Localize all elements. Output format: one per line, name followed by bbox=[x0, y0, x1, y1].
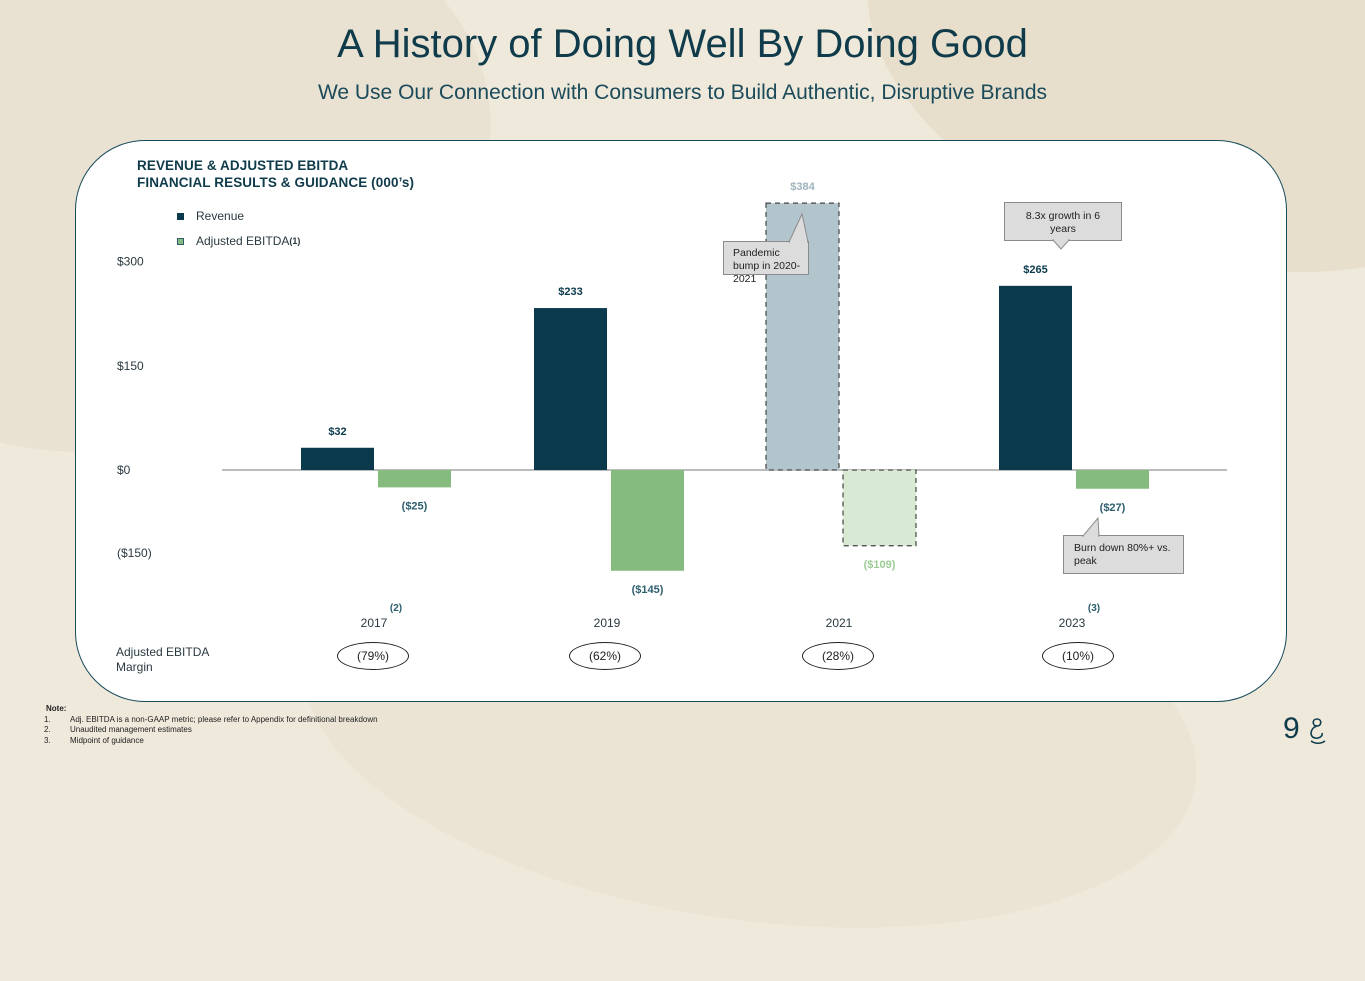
ebitda-bar-2023 bbox=[1076, 470, 1149, 489]
revenue-value-label-2017: $32 bbox=[328, 426, 346, 438]
revenue-bar-2019 bbox=[534, 308, 607, 470]
callout-pandemic: Pandemic bump in 2020-2021 bbox=[723, 241, 809, 285]
y-tick-label: $0 bbox=[117, 463, 131, 477]
margin-pill-2019: (62%) bbox=[569, 642, 641, 670]
y-tick-label: ($150) bbox=[117, 546, 152, 560]
ebitda-value-label-2017: ($25) bbox=[402, 500, 428, 512]
revenue-value-label-2021: $384 bbox=[790, 181, 815, 193]
chart-heading-line2: FINANCIAL RESULTS & GUIDANCE (000’s) bbox=[137, 175, 415, 190]
margin-pill-2021: (28%) bbox=[802, 642, 874, 670]
chart-heading: REVENUE & ADJUSTED EBITDA FINANCIAL RESU… bbox=[137, 157, 414, 191]
bar-chart: $300 $150 $0 ($150) $32 ($25) 2017(2) $233 ($145… bbox=[117, 181, 1227, 630]
revenue-bar-2023 bbox=[999, 285, 1072, 470]
x-category-label-2023: 2023 bbox=[1059, 616, 1086, 630]
x-category-label-2017: 2017 bbox=[361, 616, 388, 630]
callout-burn-text: Burn down 80%+ vs. peak bbox=[1074, 542, 1171, 567]
callout-burn: Burn down 80%+ vs. peak bbox=[1063, 535, 1184, 574]
footnotes: Note: 1. Adj. EBITDA is a non-GAAP metric… bbox=[44, 704, 378, 746]
x-category-footnote-2017: (2) bbox=[390, 603, 402, 614]
legend-ebitda-label: Adjusted EBITDA bbox=[196, 234, 290, 248]
callout-pandemic-text: Pandemic bump in 2020-2021 bbox=[733, 247, 801, 285]
page-subtitle: We Use Our Connection with Consumers to … bbox=[317, 81, 1048, 104]
page-number: 9 bbox=[1283, 712, 1300, 745]
ebitda-margin-label: Adjusted EBITDA Margin bbox=[116, 645, 209, 674]
x-category-footnote-2023: (3) bbox=[1088, 603, 1100, 614]
legend-revenue-label: Revenue bbox=[196, 209, 245, 223]
x-category-label-2019: 2019 bbox=[594, 616, 621, 630]
ebitda-bar-2017 bbox=[378, 470, 451, 488]
margin-pill-2023: (10%) bbox=[1042, 642, 1114, 670]
y-tick-label: $150 bbox=[117, 359, 144, 373]
footnote-item: 2. Unaudited management estimates bbox=[44, 725, 192, 734]
x-category-label-2021: 2021 bbox=[826, 616, 853, 630]
legend-revenue: Revenue bbox=[177, 209, 244, 223]
ebitda-bar-2021 bbox=[842, 469, 917, 547]
ebitda-bar-2019 bbox=[611, 470, 684, 571]
footnote-item: 1. Adj. EBITDA is a non-GAAP metric; plea… bbox=[44, 714, 378, 724]
callout-growth-text: 8.3x growth in 6 years bbox=[1025, 210, 1101, 235]
legend-ebitda-swatch bbox=[177, 237, 184, 245]
legend-ebitda: Adjusted EBITDA (1) bbox=[177, 234, 300, 248]
ebitda-value-label-2023: ($27) bbox=[1100, 502, 1126, 514]
revenue-value-label-2019: $233 bbox=[558, 286, 582, 298]
margin-pill-2017: (79%) bbox=[337, 642, 409, 670]
footnotes-title: Note: bbox=[46, 704, 67, 713]
page-title: A History of Doing Well By Doing Good bbox=[337, 22, 1028, 66]
ebitda-value-label-2019: ($145) bbox=[632, 584, 664, 596]
legend-revenue-swatch bbox=[177, 212, 184, 220]
revenue-bar-2017 bbox=[301, 447, 374, 470]
callout-growth: 8.3x growth in 6 years bbox=[1004, 202, 1122, 241]
footnote-item: 3. Midpoint of guidance bbox=[44, 735, 144, 745]
revenue-value-label-2023: $265 bbox=[1023, 264, 1047, 276]
legend-ebitda-footnote: (1) bbox=[289, 236, 301, 246]
brand-logo-icon bbox=[1310, 718, 1326, 745]
y-tick-label: $300 bbox=[117, 255, 144, 269]
chart-heading-line1: REVENUE & ADJUSTED EBITDA bbox=[137, 158, 349, 173]
ebitda-value-label-2021: ($109) bbox=[864, 559, 896, 571]
